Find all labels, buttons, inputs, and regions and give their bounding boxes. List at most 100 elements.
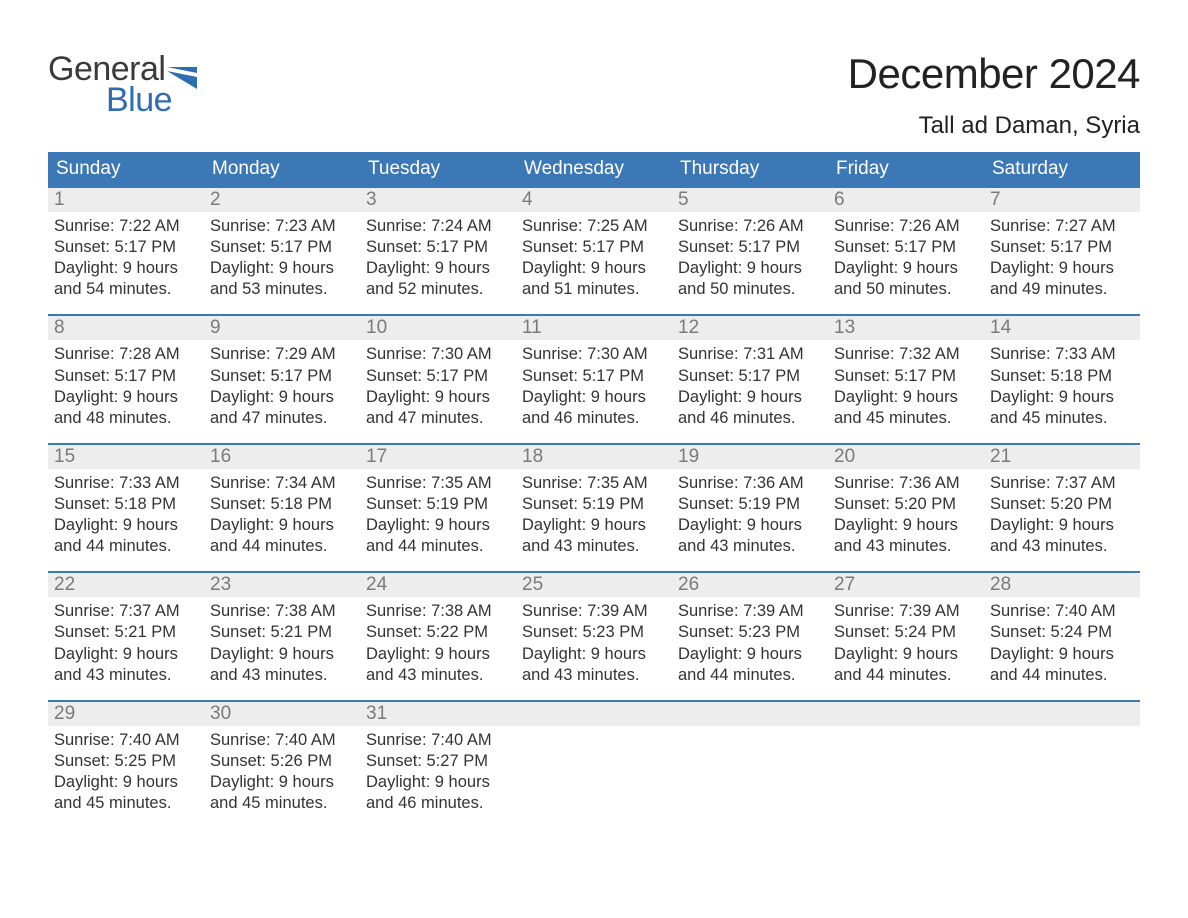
- sunrise-line: Sunrise: 7:37 AM: [990, 473, 1134, 494]
- day-number: 8: [48, 316, 204, 340]
- day-body: Sunrise: 7:40 AMSunset: 5:26 PMDaylight:…: [204, 726, 360, 814]
- day-number-row: 11: [516, 316, 672, 340]
- day-number-row: 22: [48, 573, 204, 597]
- day-number-row: 21: [984, 445, 1140, 469]
- day-body: Sunrise: 7:30 AMSunset: 5:17 PMDaylight:…: [360, 340, 516, 428]
- day-number-row: 29: [48, 702, 204, 726]
- day-body: Sunrise: 7:35 AMSunset: 5:19 PMDaylight:…: [360, 469, 516, 557]
- day-number: 28: [984, 573, 1140, 597]
- daylight-line-2: and 43 minutes.: [990, 536, 1134, 557]
- day-number: 27: [828, 573, 984, 597]
- daylight-line-2: and 45 minutes.: [210, 793, 354, 814]
- day-number: 19: [672, 445, 828, 469]
- calendar-day: 9Sunrise: 7:29 AMSunset: 5:17 PMDaylight…: [204, 316, 360, 428]
- daylight-line-2: and 45 minutes.: [990, 408, 1134, 429]
- daylight-line-1: Daylight: 9 hours: [990, 258, 1134, 279]
- daylight-line-2: and 44 minutes.: [834, 665, 978, 686]
- daylight-line-1: Daylight: 9 hours: [54, 515, 198, 536]
- day-number: [984, 702, 1140, 726]
- weeks-container: 1Sunrise: 7:22 AMSunset: 5:17 PMDaylight…: [48, 186, 1140, 814]
- sunrise-line: Sunrise: 7:35 AM: [366, 473, 510, 494]
- day-number: 15: [48, 445, 204, 469]
- daylight-line-1: Daylight: 9 hours: [834, 644, 978, 665]
- day-number: [828, 702, 984, 726]
- day-body: Sunrise: 7:35 AMSunset: 5:19 PMDaylight:…: [516, 469, 672, 557]
- day-number-row: 20: [828, 445, 984, 469]
- daylight-line-1: Daylight: 9 hours: [210, 772, 354, 793]
- calendar-day: 4Sunrise: 7:25 AMSunset: 5:17 PMDaylight…: [516, 188, 672, 300]
- sunrise-line: Sunrise: 7:33 AM: [990, 344, 1134, 365]
- day-body: Sunrise: 7:22 AMSunset: 5:17 PMDaylight:…: [48, 212, 204, 300]
- daylight-line-2: and 43 minutes.: [210, 665, 354, 686]
- calendar-day: [828, 702, 984, 814]
- daylight-line-2: and 45 minutes.: [54, 793, 198, 814]
- calendar-day: 29Sunrise: 7:40 AMSunset: 5:25 PMDayligh…: [48, 702, 204, 814]
- daylight-line-2: and 47 minutes.: [366, 408, 510, 429]
- day-body: Sunrise: 7:28 AMSunset: 5:17 PMDaylight:…: [48, 340, 204, 428]
- location: Tall ad Daman, Syria: [848, 112, 1140, 140]
- sunset-line: Sunset: 5:27 PM: [366, 751, 510, 772]
- day-number: 26: [672, 573, 828, 597]
- day-body: Sunrise: 7:26 AMSunset: 5:17 PMDaylight:…: [672, 212, 828, 300]
- calendar-day: [516, 702, 672, 814]
- day-body: Sunrise: 7:27 AMSunset: 5:17 PMDaylight:…: [984, 212, 1140, 300]
- calendar-day: 23Sunrise: 7:38 AMSunset: 5:21 PMDayligh…: [204, 573, 360, 685]
- calendar-day: 6Sunrise: 7:26 AMSunset: 5:17 PMDaylight…: [828, 188, 984, 300]
- day-body: Sunrise: 7:26 AMSunset: 5:17 PMDaylight:…: [828, 212, 984, 300]
- daylight-line-2: and 43 minutes.: [522, 665, 666, 686]
- sunrise-line: Sunrise: 7:28 AM: [54, 344, 198, 365]
- sunset-line: Sunset: 5:18 PM: [990, 366, 1134, 387]
- sunset-line: Sunset: 5:17 PM: [522, 237, 666, 258]
- sunset-line: Sunset: 5:17 PM: [990, 237, 1134, 258]
- day-body: Sunrise: 7:40 AMSunset: 5:24 PMDaylight:…: [984, 597, 1140, 685]
- sunset-line: Sunset: 5:19 PM: [522, 494, 666, 515]
- day-body: Sunrise: 7:32 AMSunset: 5:17 PMDaylight:…: [828, 340, 984, 428]
- day-number-row: [984, 702, 1140, 726]
- daylight-line-1: Daylight: 9 hours: [678, 515, 822, 536]
- day-number: 22: [48, 573, 204, 597]
- day-number: 2: [204, 188, 360, 212]
- weekday-header: Tuesday: [360, 152, 516, 186]
- day-body: Sunrise: 7:39 AMSunset: 5:23 PMDaylight:…: [672, 597, 828, 685]
- day-number: 21: [984, 445, 1140, 469]
- sunset-line: Sunset: 5:20 PM: [834, 494, 978, 515]
- daylight-line-1: Daylight: 9 hours: [366, 515, 510, 536]
- day-number-row: 25: [516, 573, 672, 597]
- weekday-header: Monday: [204, 152, 360, 186]
- sunset-line: Sunset: 5:19 PM: [678, 494, 822, 515]
- sunset-line: Sunset: 5:17 PM: [678, 366, 822, 387]
- sunrise-line: Sunrise: 7:27 AM: [990, 216, 1134, 237]
- daylight-line-2: and 46 minutes.: [522, 408, 666, 429]
- sunrise-line: Sunrise: 7:37 AM: [54, 601, 198, 622]
- calendar-day: 8Sunrise: 7:28 AMSunset: 5:17 PMDaylight…: [48, 316, 204, 428]
- sunrise-line: Sunrise: 7:38 AM: [366, 601, 510, 622]
- weekday-header: Thursday: [672, 152, 828, 186]
- day-body: Sunrise: 7:39 AMSunset: 5:23 PMDaylight:…: [516, 597, 672, 685]
- calendar-day: 3Sunrise: 7:24 AMSunset: 5:17 PMDaylight…: [360, 188, 516, 300]
- daylight-line-1: Daylight: 9 hours: [834, 387, 978, 408]
- calendar-day: 30Sunrise: 7:40 AMSunset: 5:26 PMDayligh…: [204, 702, 360, 814]
- day-body: Sunrise: 7:29 AMSunset: 5:17 PMDaylight:…: [204, 340, 360, 428]
- calendar-day: 24Sunrise: 7:38 AMSunset: 5:22 PMDayligh…: [360, 573, 516, 685]
- day-body: Sunrise: 7:33 AMSunset: 5:18 PMDaylight:…: [48, 469, 204, 557]
- sunset-line: Sunset: 5:22 PM: [366, 622, 510, 643]
- calendar-day: 18Sunrise: 7:35 AMSunset: 5:19 PMDayligh…: [516, 445, 672, 557]
- calendar-day: 2Sunrise: 7:23 AMSunset: 5:17 PMDaylight…: [204, 188, 360, 300]
- sunrise-line: Sunrise: 7:40 AM: [54, 730, 198, 751]
- daylight-line-2: and 47 minutes.: [210, 408, 354, 429]
- day-number-row: 5: [672, 188, 828, 212]
- daylight-line-2: and 46 minutes.: [366, 793, 510, 814]
- day-number-row: 2: [204, 188, 360, 212]
- day-number-row: 24: [360, 573, 516, 597]
- logo-text-blue: Blue: [106, 81, 197, 120]
- day-number: 1: [48, 188, 204, 212]
- calendar-day: 5Sunrise: 7:26 AMSunset: 5:17 PMDaylight…: [672, 188, 828, 300]
- day-body: Sunrise: 7:25 AMSunset: 5:17 PMDaylight:…: [516, 212, 672, 300]
- sunset-line: Sunset: 5:18 PM: [54, 494, 198, 515]
- daylight-line-1: Daylight: 9 hours: [210, 644, 354, 665]
- sunrise-line: Sunrise: 7:40 AM: [366, 730, 510, 751]
- day-body: Sunrise: 7:37 AMSunset: 5:20 PMDaylight:…: [984, 469, 1140, 557]
- daylight-line-1: Daylight: 9 hours: [54, 644, 198, 665]
- month-title: December 2024: [848, 50, 1140, 98]
- day-body: Sunrise: 7:36 AMSunset: 5:20 PMDaylight:…: [828, 469, 984, 557]
